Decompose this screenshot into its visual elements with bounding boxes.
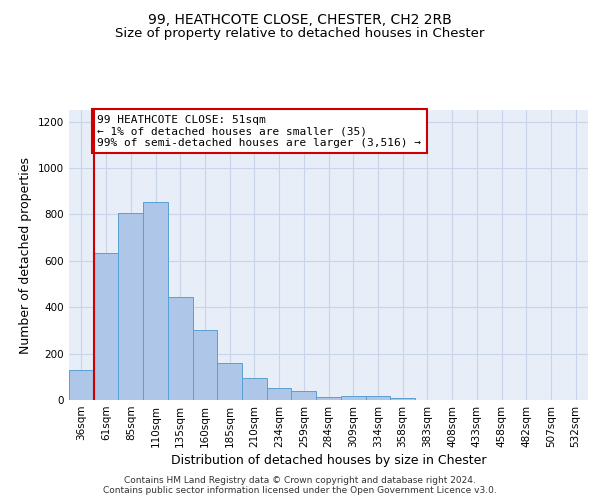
- Bar: [365, 396, 390, 400]
- Y-axis label: Number of detached properties: Number of detached properties: [19, 156, 32, 354]
- Bar: [168, 297, 193, 400]
- Bar: [143, 202, 168, 400]
- Text: Contains HM Land Registry data © Crown copyright and database right 2024.
Contai: Contains HM Land Registry data © Crown c…: [103, 476, 497, 495]
- Bar: [242, 378, 267, 400]
- Bar: [292, 391, 316, 400]
- Bar: [390, 398, 415, 400]
- Bar: [217, 364, 242, 400]
- Text: 99 HEATHCOTE CLOSE: 51sqm
← 1% of detached houses are smaller (35)
99% of semi-d: 99 HEATHCOTE CLOSE: 51sqm ← 1% of detach…: [97, 114, 421, 148]
- Bar: [341, 396, 365, 400]
- Bar: [193, 330, 217, 400]
- Bar: [69, 370, 94, 400]
- Text: 99, HEATHCOTE CLOSE, CHESTER, CH2 2RB: 99, HEATHCOTE CLOSE, CHESTER, CH2 2RB: [148, 12, 452, 26]
- Bar: [316, 396, 341, 400]
- Bar: [267, 388, 292, 400]
- Bar: [94, 252, 118, 400]
- Text: Size of property relative to detached houses in Chester: Size of property relative to detached ho…: [115, 28, 485, 40]
- Bar: [118, 213, 143, 400]
- X-axis label: Distribution of detached houses by size in Chester: Distribution of detached houses by size …: [171, 454, 486, 467]
